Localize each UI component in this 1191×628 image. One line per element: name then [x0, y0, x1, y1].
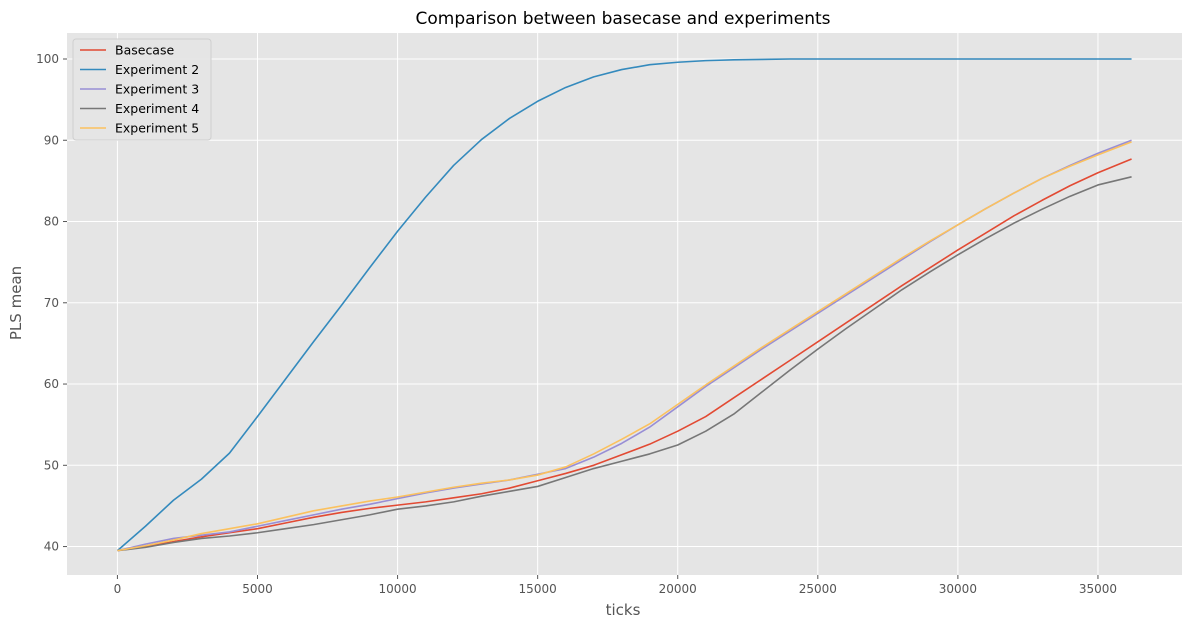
x-tick-label: 5000: [242, 582, 273, 596]
x-axis-title: ticks: [606, 601, 641, 619]
series-line-basecase: [117, 158, 1132, 552]
plot-area: [67, 33, 1182, 575]
legend-label: Experiment 4: [115, 101, 199, 116]
x-tick-label: 15000: [519, 582, 557, 596]
x-tick-label: 0: [114, 582, 122, 596]
chart-title: Comparison between basecase and experime…: [416, 9, 831, 29]
x-tick-label: 10000: [378, 582, 416, 596]
legend-label: Experiment 2: [115, 62, 199, 77]
legend-label: Basecase: [115, 43, 174, 58]
series-layer: [116, 58, 1132, 552]
legend-frame: [72, 38, 212, 141]
y-tick-label: 90: [44, 133, 59, 147]
x-tick-label: 30000: [939, 582, 977, 596]
series-line-experiment-5: [117, 141, 1132, 552]
y-tick-label: 40: [44, 540, 59, 554]
y-axis-title: PLS mean: [7, 266, 25, 340]
x-tick-label: 20000: [659, 582, 697, 596]
legend: Basecase Experiment 2 Experiment 3 Experime…: [72, 38, 212, 141]
y-tick-label: 100: [36, 52, 59, 66]
y-tick-label: 80: [44, 215, 59, 229]
x-tick-label: 35000: [1079, 582, 1117, 596]
legend-label: Experiment 5: [115, 121, 199, 136]
y-axis-ticks: 40 50 60 70 80 90 100: [36, 52, 67, 554]
y-tick-label: 50: [44, 458, 59, 472]
x-axis-ticks: 0 5000 10000 15000 20000 25000 30000 35000: [114, 575, 1117, 596]
grid-lines: [67, 33, 1182, 575]
y-tick-label: 70: [44, 296, 59, 310]
series-line-experiment-2: [116, 58, 1132, 552]
x-tick-label: 25000: [799, 582, 837, 596]
legend-label: Experiment 3: [115, 82, 199, 97]
y-tick-label: 60: [44, 377, 59, 391]
series-line-experiment-4: [117, 176, 1132, 552]
